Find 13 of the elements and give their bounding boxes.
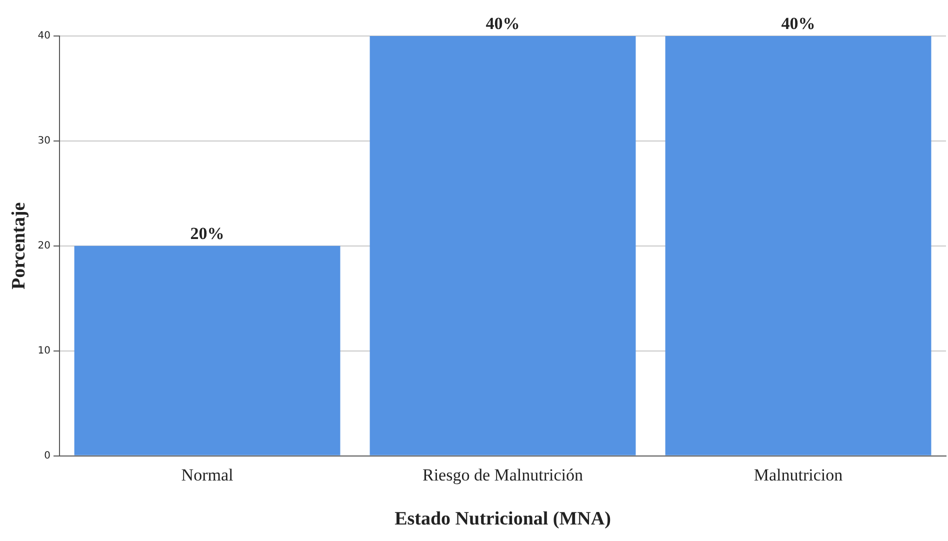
x-tick-label: Riesgo de Malnutrición [422,465,584,484]
x-tick-label: Normal [181,465,234,484]
x-tick-label: Malnutricion [754,465,844,484]
y-tick-label: 40 [38,30,51,42]
data-label: 40% [486,14,520,33]
data-label: 20% [190,224,224,243]
y-tick-label: 30 [38,136,51,147]
y-tick-label: 20 [38,240,51,252]
x-axis-title: Estado Nutricional (MNA) [394,508,611,530]
data-label: 40% [781,14,816,33]
y-axis-title: Porcentaje [8,202,30,290]
y-tick-label: 0 [44,450,51,462]
y-tick-label: 10 [38,345,51,356]
